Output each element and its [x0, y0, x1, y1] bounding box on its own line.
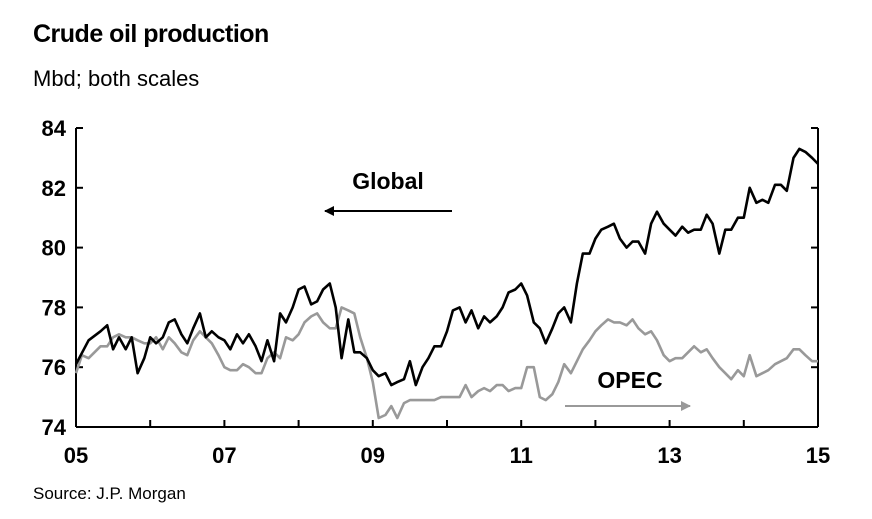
y-tick-label: 84: [42, 116, 67, 141]
source-note: Source: J.P. Morgan: [33, 484, 186, 503]
series-layer: [74, 147, 819, 420]
x-tick-label: 15: [806, 443, 830, 468]
y-tick-label: 78: [42, 295, 66, 320]
opec-annotation-label: OPEC: [597, 367, 662, 393]
x-tick-label: 09: [361, 443, 385, 468]
chart-title: Crude oil production: [33, 20, 269, 48]
x-tick-label: 05: [64, 443, 88, 468]
y-tick-label: 76: [42, 355, 66, 380]
x-tick-label: 13: [657, 443, 681, 468]
chart-subtitle: Mbd; both scales: [33, 66, 200, 91]
series-line-global: [74, 147, 819, 387]
x-tick-label: 07: [212, 443, 236, 468]
series-line-opec: [74, 306, 818, 420]
annotation-layer: Global OPEC: [324, 168, 691, 411]
y-tick-label: 82: [42, 176, 66, 201]
x-tick-label: 11: [510, 443, 533, 468]
global-annotation-label: Global: [352, 168, 424, 194]
y-tick-label: 74: [42, 415, 67, 440]
y-tick-label: 80: [42, 236, 66, 261]
axes: 74 76 78 80 82 84 05 07 09 11 13 15: [42, 116, 831, 468]
